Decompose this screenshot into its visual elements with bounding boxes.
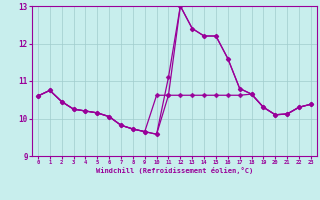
X-axis label: Windchill (Refroidissement éolien,°C): Windchill (Refroidissement éolien,°C) xyxy=(96,167,253,174)
